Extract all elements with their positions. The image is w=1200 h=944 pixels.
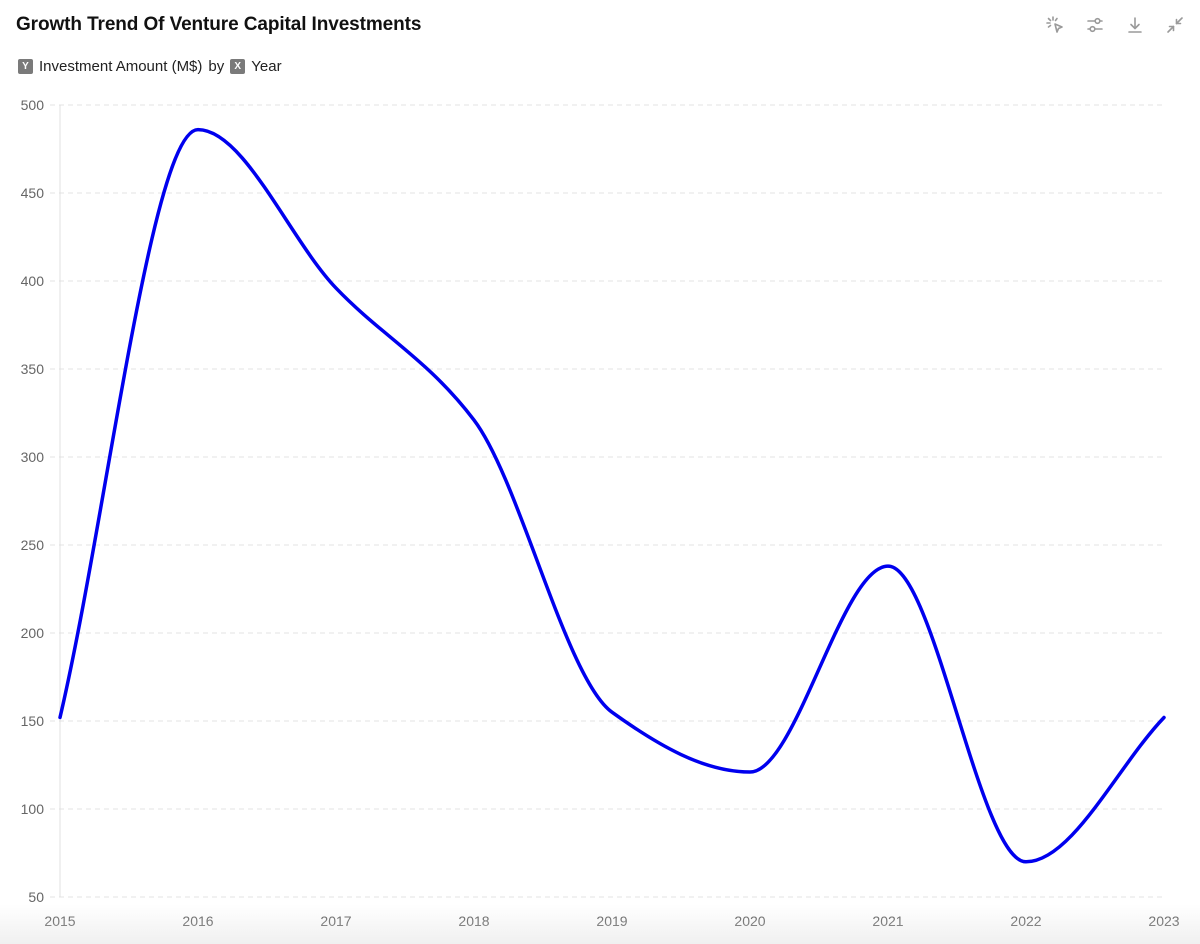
by-text: by [208, 58, 225, 75]
collapse-icon [1167, 17, 1183, 33]
chart-title: Growth Trend Of Venture Capital Investme… [16, 14, 422, 35]
y-tick-label: 450 [21, 185, 45, 201]
y-tick-label: 50 [28, 889, 44, 905]
x-tick-label: 2016 [182, 913, 213, 929]
y-tick-label: 150 [21, 713, 45, 729]
y-axis-badge: Y [18, 59, 33, 74]
y-axis-label: Investment Amount (M$) [39, 58, 203, 75]
y-tick-label: 500 [21, 97, 45, 113]
y-tick-label: 250 [21, 537, 45, 553]
y-tick-label: 300 [21, 449, 45, 465]
x-axis-badge: X [230, 59, 246, 74]
x-tick-label: 2022 [1010, 913, 1041, 929]
y-axis-ticks: 50 100 150 200 250 300 350 400 450 500 [21, 97, 45, 905]
x-axis-label: Year [251, 58, 282, 75]
y-tick-label: 100 [21, 801, 45, 817]
download-icon [1128, 17, 1142, 33]
x-tick-label: 2017 [320, 913, 351, 929]
filter-sliders-icon [1087, 17, 1103, 33]
select-pointer-icon [1046, 16, 1063, 33]
x-tick-label: 2019 [596, 913, 627, 929]
collapse-button[interactable] [1164, 14, 1186, 36]
x-tick-label: 2021 [872, 913, 903, 929]
y-tick-label: 400 [21, 273, 45, 289]
select-pointer-button[interactable] [1044, 14, 1066, 36]
y-tick-label: 350 [21, 361, 45, 377]
x-axis-ticks: 2015 2016 2017 2018 2019 2020 2021 2022 2023 [44, 913, 1179, 929]
filter-button[interactable] [1084, 14, 1106, 36]
axis-subtitle: Y Investment Amount (M$) by X Year [18, 58, 282, 75]
y-tick-label: 200 [21, 625, 45, 641]
x-tick-label: 2015 [44, 913, 75, 929]
investment-line[interactable] [58, 127, 1166, 864]
x-tick-label: 2020 [734, 913, 765, 929]
chart-toolbar [1044, 14, 1186, 36]
x-tick-label: 2023 [1148, 913, 1179, 929]
x-tick-label: 2018 [458, 913, 489, 929]
grid-lines [50, 104, 1164, 898]
download-button[interactable] [1124, 14, 1146, 36]
